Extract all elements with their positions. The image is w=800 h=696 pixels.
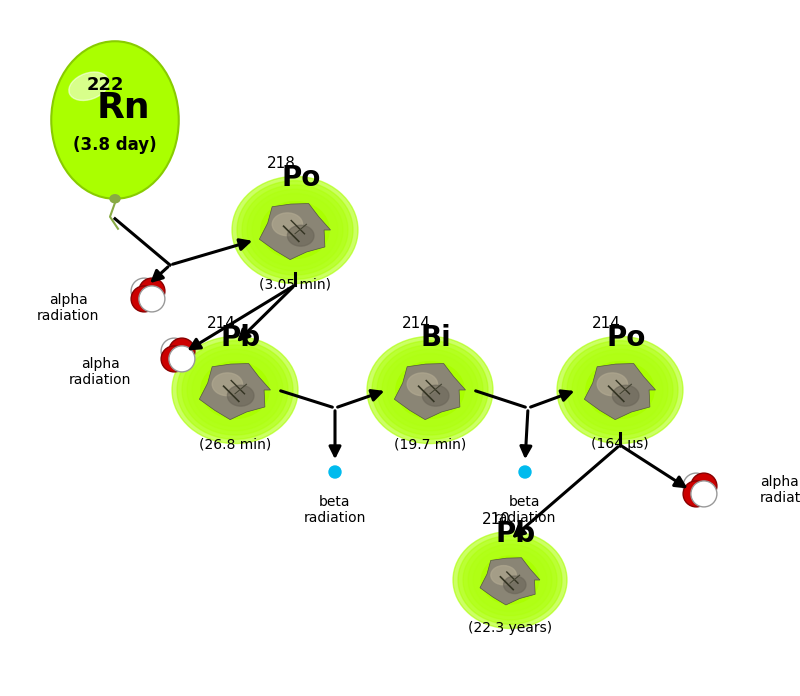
Ellipse shape <box>463 540 557 620</box>
Ellipse shape <box>482 556 539 604</box>
Ellipse shape <box>377 345 483 435</box>
Ellipse shape <box>242 185 348 275</box>
Text: Po: Po <box>282 164 321 192</box>
Ellipse shape <box>232 177 358 283</box>
Ellipse shape <box>252 193 338 267</box>
Circle shape <box>161 346 187 372</box>
Circle shape <box>169 338 195 364</box>
Ellipse shape <box>201 361 269 418</box>
Polygon shape <box>480 557 540 605</box>
Circle shape <box>161 338 187 364</box>
Polygon shape <box>394 363 466 420</box>
Ellipse shape <box>613 386 639 406</box>
Ellipse shape <box>69 72 109 100</box>
Text: beta
radiation: beta radiation <box>494 495 556 525</box>
Ellipse shape <box>227 386 254 406</box>
Ellipse shape <box>382 349 478 431</box>
Text: 218: 218 <box>266 157 295 171</box>
Ellipse shape <box>491 566 517 585</box>
Ellipse shape <box>177 341 293 439</box>
Ellipse shape <box>367 336 493 443</box>
Text: alpha
radiation: alpha radiation <box>760 475 800 505</box>
Ellipse shape <box>577 354 663 427</box>
Text: Rn: Rn <box>96 91 150 125</box>
Polygon shape <box>199 363 270 420</box>
Text: Bi: Bi <box>421 324 451 352</box>
Text: (19.7 min): (19.7 min) <box>394 437 466 451</box>
Ellipse shape <box>597 373 628 396</box>
Circle shape <box>683 473 709 499</box>
Circle shape <box>329 466 341 478</box>
Ellipse shape <box>187 349 283 431</box>
Ellipse shape <box>453 532 567 628</box>
Ellipse shape <box>396 361 464 418</box>
Ellipse shape <box>247 189 343 271</box>
Ellipse shape <box>458 536 562 624</box>
Circle shape <box>139 278 165 304</box>
Ellipse shape <box>212 373 242 396</box>
Circle shape <box>131 286 157 312</box>
Ellipse shape <box>586 361 654 418</box>
Circle shape <box>139 286 165 312</box>
Circle shape <box>683 481 709 507</box>
Text: (26.8 min): (26.8 min) <box>199 437 271 451</box>
Polygon shape <box>584 363 655 420</box>
Text: alpha
radiation: alpha radiation <box>37 293 99 323</box>
Ellipse shape <box>182 345 288 435</box>
Text: beta
radiation: beta radiation <box>304 495 366 525</box>
Text: 210: 210 <box>482 512 510 528</box>
Text: Pb: Pb <box>496 520 536 548</box>
Text: (22.3 years): (22.3 years) <box>468 621 552 635</box>
Ellipse shape <box>237 181 353 279</box>
Ellipse shape <box>387 354 473 427</box>
Ellipse shape <box>567 345 673 435</box>
Text: 214: 214 <box>206 317 235 331</box>
Text: alpha
radiation: alpha radiation <box>69 357 131 387</box>
Ellipse shape <box>51 41 178 199</box>
Text: 222: 222 <box>86 76 124 94</box>
Ellipse shape <box>110 195 120 203</box>
Text: 214: 214 <box>402 317 430 331</box>
Ellipse shape <box>192 354 278 427</box>
Ellipse shape <box>261 202 330 258</box>
Text: (3.05 min): (3.05 min) <box>259 277 331 291</box>
Text: Po: Po <box>606 324 646 352</box>
Circle shape <box>691 481 717 507</box>
Ellipse shape <box>572 349 668 431</box>
Ellipse shape <box>473 548 547 612</box>
Ellipse shape <box>172 336 298 443</box>
Ellipse shape <box>557 336 683 443</box>
Ellipse shape <box>372 341 488 439</box>
Ellipse shape <box>422 386 449 406</box>
Circle shape <box>169 346 195 372</box>
Polygon shape <box>259 203 330 260</box>
Circle shape <box>691 473 717 499</box>
Circle shape <box>131 278 157 304</box>
Text: 214: 214 <box>591 317 621 331</box>
Ellipse shape <box>407 373 438 396</box>
Circle shape <box>519 466 531 478</box>
Text: Pb: Pb <box>221 324 261 352</box>
Ellipse shape <box>562 341 678 439</box>
Text: (3.8 day): (3.8 day) <box>73 136 157 154</box>
Text: (164 μs): (164 μs) <box>591 437 649 451</box>
Ellipse shape <box>287 226 314 246</box>
Ellipse shape <box>504 576 526 594</box>
Ellipse shape <box>468 544 552 616</box>
Ellipse shape <box>272 213 302 236</box>
